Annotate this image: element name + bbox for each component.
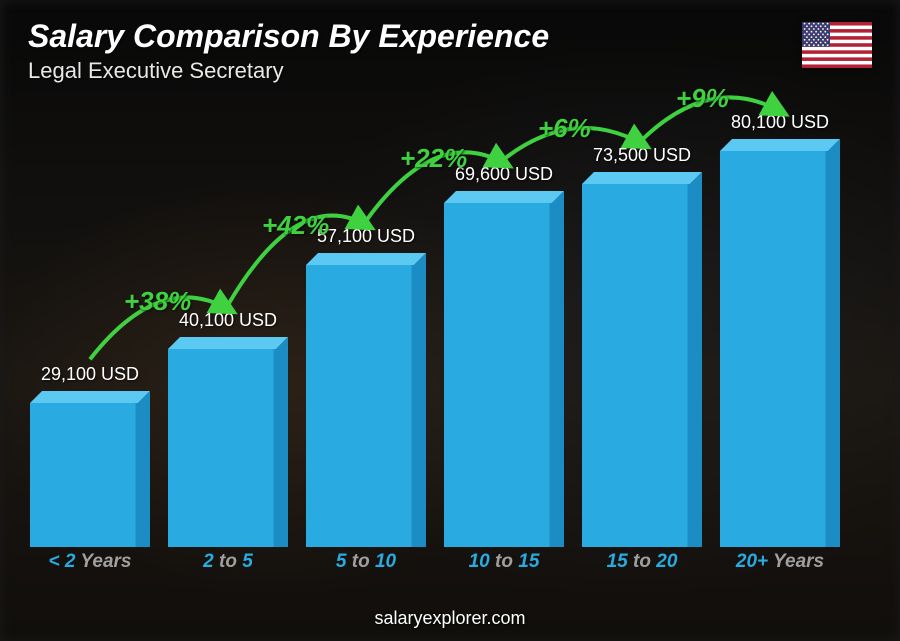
percent-increase-label: +22% [400, 143, 467, 174]
footer-attribution: salaryexplorer.com [0, 608, 900, 629]
percent-increase-label: +9% [676, 83, 729, 114]
flag-icon [802, 22, 872, 68]
chart-stage: Salary Comparison By Experience Legal Ex… [0, 0, 900, 641]
percent-increase-label: +6% [538, 113, 591, 144]
bar-chart: 29,100 USD 40,100 USD 57,100 USD 69,600 … [30, 120, 840, 581]
percent-increase-label: +38% [124, 286, 191, 317]
chart-title: Salary Comparison By Experience [28, 18, 549, 55]
chart-subtitle: Legal Executive Secretary [28, 58, 284, 84]
percent-increase-label: +42% [262, 210, 329, 241]
increase-arcs [30, 120, 840, 581]
